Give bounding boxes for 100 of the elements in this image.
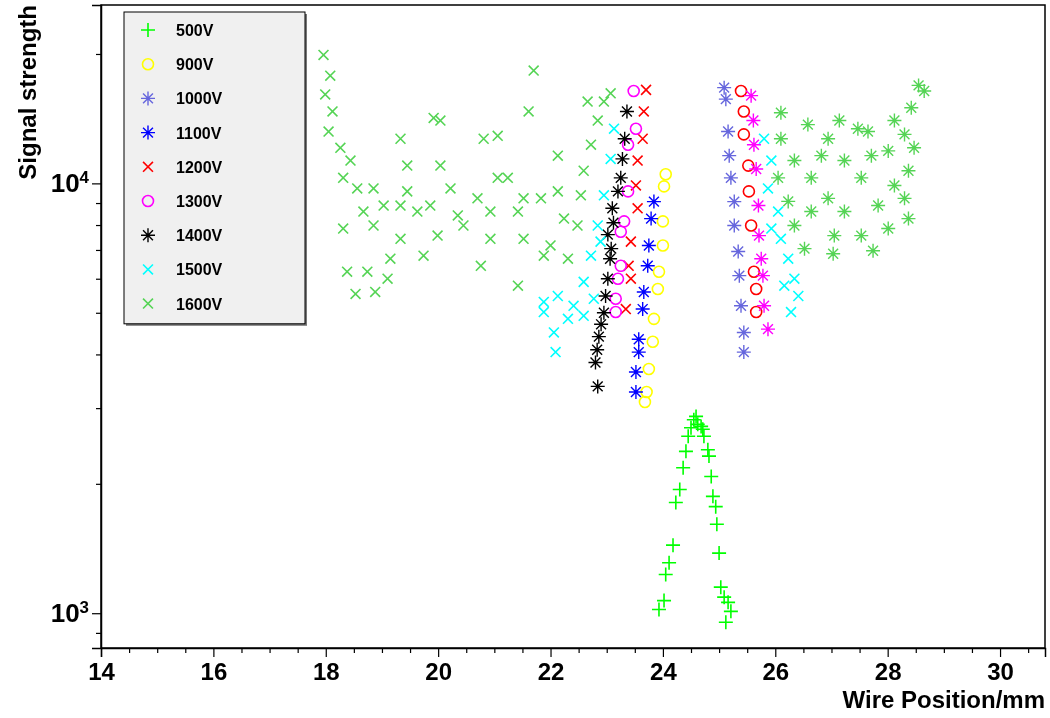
x-tick-label: 16 [200, 658, 228, 686]
point [746, 137, 761, 152]
x-tick-label: 20 [425, 658, 452, 686]
legend-label: 500V [176, 22, 214, 39]
x-axis-title: Wire Position/mm [842, 686, 1045, 713]
point [742, 159, 755, 172]
point [562, 313, 574, 325]
point [621, 138, 635, 152]
point [736, 345, 751, 360]
point [718, 615, 733, 630]
point [631, 345, 646, 360]
x-tick-label: 22 [537, 658, 565, 686]
point [881, 143, 896, 158]
point [642, 362, 656, 376]
point [734, 84, 748, 98]
legend-label: 1500V [176, 261, 223, 279]
point [652, 265, 666, 279]
point [632, 202, 644, 214]
point [782, 253, 794, 265]
point [760, 322, 775, 337]
point [744, 88, 759, 103]
point [821, 131, 836, 146]
point [785, 306, 797, 318]
point [907, 140, 922, 155]
point [773, 131, 788, 146]
point [614, 225, 628, 238]
point [636, 284, 651, 299]
point [721, 124, 736, 139]
point [615, 151, 630, 166]
point [627, 84, 640, 98]
x-tick-label: 26 [762, 658, 790, 686]
point [647, 312, 661, 326]
x-tick-label: 24 [650, 658, 678, 686]
point [717, 80, 732, 95]
point [628, 365, 643, 380]
x-tick-label: 28 [874, 658, 902, 686]
point [723, 170, 738, 185]
point [637, 133, 649, 145]
point [755, 268, 770, 283]
point [788, 273, 800, 285]
point [681, 429, 696, 444]
point [871, 198, 886, 213]
point [640, 84, 652, 96]
point [619, 104, 634, 119]
point [617, 215, 631, 228]
point [631, 332, 646, 347]
point [826, 246, 841, 261]
point [632, 155, 644, 167]
point [646, 194, 661, 209]
point [854, 170, 869, 185]
point [614, 259, 628, 273]
point [771, 170, 786, 185]
y-tick-label: 10$^{3}$ [50, 597, 89, 629]
point [744, 219, 758, 232]
point [684, 420, 698, 435]
point [594, 317, 609, 332]
point [662, 555, 677, 570]
point [635, 302, 650, 317]
point [595, 236, 607, 248]
point [751, 228, 766, 243]
point [538, 296, 550, 308]
point [696, 429, 711, 444]
point [611, 272, 625, 286]
point [590, 342, 605, 357]
point [737, 128, 751, 141]
point [641, 238, 656, 253]
point [656, 239, 670, 252]
point [712, 546, 727, 561]
point [775, 233, 787, 245]
point [747, 265, 761, 279]
legend-label: 1600V [176, 295, 223, 313]
legend-label: 1100V [176, 124, 222, 142]
point [821, 191, 836, 206]
point [800, 117, 815, 132]
point [659, 167, 673, 181]
point [596, 305, 611, 320]
point [742, 185, 756, 198]
point [773, 105, 788, 120]
point [591, 329, 606, 344]
point [600, 271, 615, 286]
point [736, 325, 751, 340]
point [866, 243, 881, 258]
point [629, 122, 643, 136]
point [640, 258, 655, 273]
point [610, 184, 625, 199]
point [588, 293, 600, 305]
point [578, 310, 590, 322]
point [804, 170, 819, 185]
point [638, 395, 652, 409]
point [666, 538, 681, 553]
y-tick-label: 10$^{4}$ [50, 167, 90, 199]
point [757, 298, 772, 313]
legend-label: 900V [176, 56, 214, 74]
point [651, 282, 665, 296]
legend-label: 1200V [176, 158, 223, 176]
point [718, 92, 733, 107]
point [676, 460, 691, 475]
point [917, 84, 932, 99]
point [701, 449, 716, 464]
x-tick-label: 30 [987, 658, 1014, 686]
